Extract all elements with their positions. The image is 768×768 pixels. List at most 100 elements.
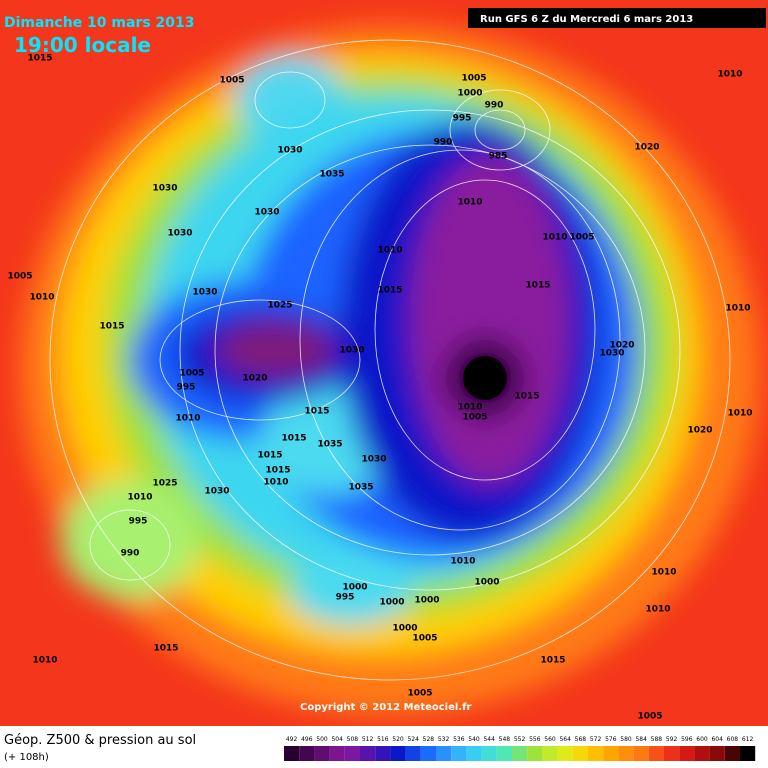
color-scale: 492 496 500 504 508 512 516 520 524 528 532 536 540 5… [284,736,756,761]
pressure-label: 1010 [377,246,402,256]
pressure-label: 1015 [281,434,306,444]
pressure-label: 1030 [152,184,177,194]
copyright: Copyright © 2012 Meteociel.fr [300,702,471,713]
pressure-label: 990 [121,549,140,559]
pressure-label: 995 [453,114,472,124]
map-field [0,0,768,726]
scale-swatch [694,746,710,761]
scale-label: 556 [529,736,541,743]
scale-swatch [314,746,330,761]
pressure-label: 1010 [542,233,567,243]
pressure-label: 1030 [277,146,302,156]
pressure-label: 1010 [127,493,152,503]
pressure-label: 1010 [29,293,54,303]
pressure-label: 1005 [412,634,437,644]
pressure-label: 990 [434,138,453,148]
scale-swatch [299,746,315,761]
pressure-label: 1030 [361,455,386,465]
scale-swatch [496,746,512,761]
scale-label: 496 [301,736,313,743]
pressure-label: 1010 [263,478,288,488]
pressure-label: 1000 [342,583,367,593]
pressure-label: 1030 [599,349,624,359]
scale-swatch [344,746,360,761]
scale-label: 608 [727,736,739,743]
legend-lead: (+ 108h) [4,752,49,763]
pressure-label: 995 [129,517,148,527]
scale-swatch [724,746,740,761]
pressure-label: 1030 [167,229,192,239]
scale-label: 528 [423,736,435,743]
pressure-label: 1015 [377,286,402,296]
scale-swatch [618,746,634,761]
pressure-label: 1015 [265,466,290,476]
pressure-label: 1030 [204,487,229,497]
pressure-label: 1015 [525,281,550,291]
pressure-label: 1010 [450,557,475,567]
pressure-labels: 1015100510301035103010301030100510101015… [7,54,752,722]
pressure-label: 995 [336,593,355,603]
scale-label: 552 [514,736,526,743]
pressure-label: 1015 [153,644,178,654]
pressure-label: 1005 [407,689,432,699]
scale-label: 532 [438,736,450,743]
scale-label: 512 [362,736,374,743]
scale-label: 520 [392,736,404,743]
pressure-label: 1010 [457,403,482,413]
scale-label: 560 [544,736,556,743]
scale-swatch [390,746,406,761]
scale-label: 568 [575,736,587,743]
scale-swatch [512,746,528,761]
header-date: Dimanche 10 mars 2013 [4,15,195,31]
pressure-label: 1015 [540,656,565,666]
scale-swatch [648,746,664,761]
pressure-label: 1005 [637,712,662,722]
scale-label: 564 [559,736,571,743]
scale-label: 508 [347,736,359,743]
scale-swatch [436,746,452,761]
scale-label: 612 [742,736,754,743]
pressure-label: 1000 [379,598,404,608]
pressure-label: 1015 [304,407,329,417]
pressure-label: 1005 [569,233,594,243]
pressure-label: 1005 [462,413,487,423]
pressure-label: 1020 [687,426,712,436]
pressure-label: 1000 [414,596,439,606]
pressure-label: 1030 [192,288,217,298]
pressure-label: 1015 [99,322,124,332]
scale-label: 544 [483,736,495,743]
pressure-label: 1035 [348,483,373,493]
pressure-label: 1000 [474,578,499,588]
scale-swatch [664,746,680,761]
run-box [468,8,766,28]
pressure-label: 1005 [219,76,244,86]
scale-swatch [405,746,421,761]
scale-swatch [603,746,619,761]
scale-label: 504 [331,736,343,743]
scale-swatch [572,746,588,761]
pressure-label: 1020 [242,374,267,384]
pressure-label: 1010 [651,568,676,578]
pressure-label: 1010 [725,304,750,314]
scale-swatch [679,746,695,761]
pressure-label: 1035 [319,170,344,180]
pressure-label: 1030 [254,208,279,218]
scale-label: 548 [499,736,511,743]
scale-swatch [420,746,436,761]
pressure-label: 995 [177,383,196,393]
pressure-label: 1010 [727,409,752,419]
scale-label: 592 [666,736,678,743]
scale-label: 500 [316,736,328,743]
scale-label: 572 [590,736,602,743]
scale-swatch [740,746,756,761]
scale-swatch [557,746,573,761]
scale-label: 580 [620,736,632,743]
scale-label: 524 [407,736,419,743]
run-info: Run GFS 6 Z du Mercredi 6 mars 2013 [480,14,693,25]
scale-label: 492 [286,736,298,743]
scale-swatch [284,746,300,761]
pressure-label: 1000 [457,89,482,99]
pressure-label: 1015 [514,392,539,402]
